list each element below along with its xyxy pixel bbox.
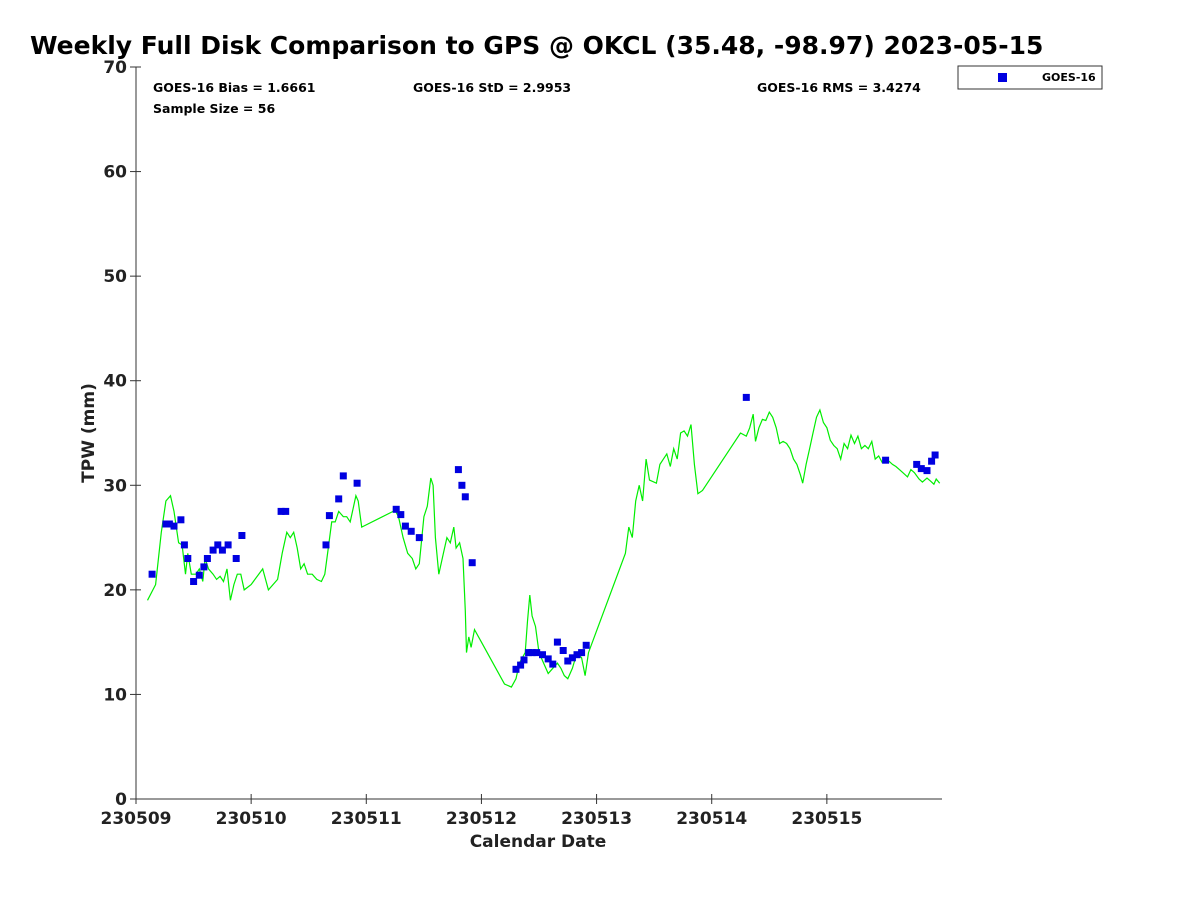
data-point-goes16: [928, 457, 936, 465]
x-tick-label: 230511: [331, 809, 402, 829]
chart-title: Weekly Full Disk Comparison to GPS @ OKC…: [30, 31, 1043, 60]
data-point-goes16: [923, 467, 931, 475]
plot-area: [135, 67, 942, 800]
data-point-goes16: [415, 534, 423, 542]
data-point-goes16: [533, 649, 541, 657]
data-point-goes16: [218, 546, 226, 554]
data-point-goes16: [742, 393, 750, 401]
data-point-goes16: [209, 546, 217, 554]
series-points-layer: [148, 393, 939, 673]
data-point-goes16: [392, 505, 400, 513]
data-point-goes16: [458, 481, 466, 489]
x-tick-label: 230510: [216, 809, 287, 829]
x-axis-label: Calendar Date: [470, 832, 607, 852]
x-tick-label: 230512: [446, 809, 517, 829]
data-point-goes16: [931, 451, 939, 459]
data-point-goes16: [353, 479, 361, 487]
bias-stat: GOES-16 Bias = 1.6661: [153, 80, 315, 95]
y-axis-label: TPW (mm): [79, 383, 99, 483]
data-point-goes16: [148, 570, 156, 578]
y-tick-label: 20: [103, 581, 127, 601]
data-point-goes16: [177, 516, 185, 524]
data-point-goes16: [549, 660, 557, 668]
data-point-goes16: [461, 493, 469, 501]
data-point-goes16: [539, 651, 546, 659]
std-stat: GOES-16 StD = 2.9953: [413, 80, 571, 95]
y-ticks: 0 10 20 30 40 50 60 70: [103, 58, 141, 810]
data-point-goes16: [339, 472, 347, 480]
data-point-goes16: [180, 541, 188, 549]
data-point-goes16: [573, 651, 581, 659]
y-tick-label: 30: [103, 476, 127, 496]
data-point-goes16: [224, 541, 232, 549]
x-ticks: 230509 230510 230511 230512 230513 230514 2305…: [101, 794, 862, 829]
data-point-goes16: [559, 647, 567, 654]
y-tick-label: 40: [103, 372, 127, 392]
data-point-goes16: [184, 555, 192, 562]
data-point-goes16: [528, 649, 536, 657]
y-tick-label: 70: [103, 58, 127, 78]
data-point-goes16: [214, 541, 222, 549]
x-tick-label: 230509: [101, 809, 172, 829]
data-point-goes16: [322, 541, 330, 549]
data-point-goes16: [517, 661, 525, 669]
data-point-goes16: [325, 512, 333, 520]
data-point-goes16: [544, 655, 552, 663]
data-point-goes16: [578, 649, 586, 657]
data-point-goes16: [232, 555, 240, 562]
data-point-goes16: [277, 507, 285, 515]
data-point-goes16: [407, 527, 415, 535]
data-point-goes16: [520, 656, 528, 664]
data-point-goes16: [512, 665, 520, 673]
legend: GOES-16: [957, 65, 1103, 90]
data-point-goes16: [454, 466, 462, 474]
data-point-goes16: [200, 563, 208, 571]
x-tick-label: 230515: [791, 809, 862, 829]
data-point-goes16: [335, 495, 343, 503]
data-point-goes16: [582, 641, 590, 649]
data-point-goes16: [468, 559, 476, 567]
legend-marker: [998, 73, 1007, 82]
data-point-goes16: [553, 638, 561, 646]
series-line-layer: [146, 408, 941, 688]
y-tick-label: 50: [103, 267, 127, 287]
rms-stat: GOES-16 RMS = 3.4274: [757, 80, 921, 95]
data-point-goes16: [882, 456, 890, 464]
x-tick-label: 230513: [561, 809, 632, 829]
y-tick-label: 10: [103, 685, 127, 705]
y-tick-label: 0: [115, 790, 127, 810]
data-point-goes16: [401, 522, 409, 530]
data-point-goes16: [203, 555, 211, 562]
series-line-gps: [146, 408, 941, 688]
y-tick-label: 60: [103, 163, 127, 183]
data-point-goes16: [282, 507, 290, 515]
x-tick-label: 230514: [676, 809, 747, 829]
sample-size-stat: Sample Size = 56: [153, 101, 275, 116]
data-point-goes16: [165, 520, 173, 528]
data-point-goes16: [564, 657, 572, 665]
legend-label: GOES-16: [1042, 71, 1096, 84]
data-point-goes16: [913, 460, 921, 468]
data-point-goes16: [397, 511, 405, 519]
legend-box: [957, 65, 1103, 90]
data-point-goes16: [170, 522, 178, 530]
data-point-goes16: [238, 532, 246, 539]
data-point-goes16: [568, 654, 576, 662]
data-point-goes16: [195, 571, 203, 579]
data-point-goes16: [190, 578, 198, 585]
data-point-goes16: [917, 465, 925, 473]
